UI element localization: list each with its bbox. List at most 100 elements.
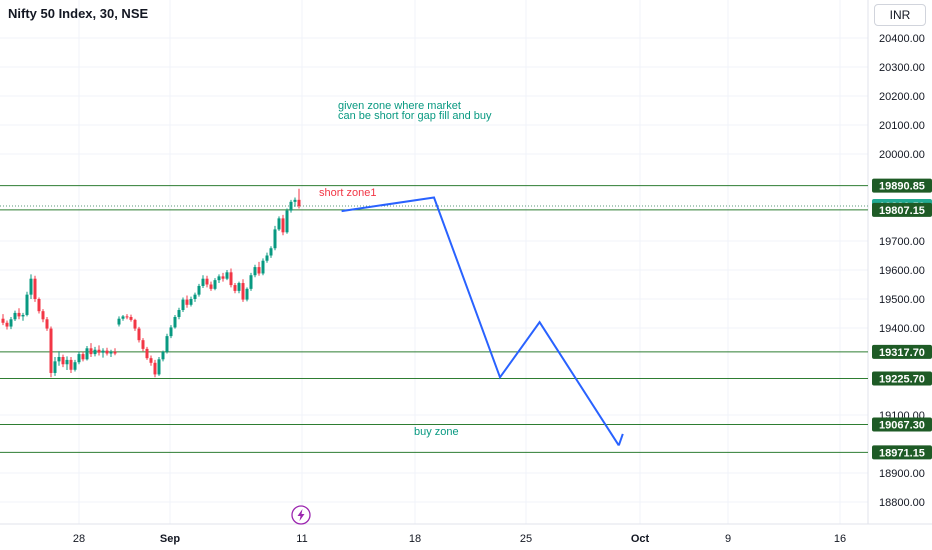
candle-body [213, 280, 217, 289]
chart-title: Nifty 50 Index, 30, NSE [8, 6, 149, 21]
y-tick-label: 20300.00 [879, 62, 925, 74]
candle-body [45, 319, 49, 329]
currency-button[interactable]: INR [874, 4, 926, 26]
candle-body [129, 316, 133, 320]
candle-body [225, 272, 229, 279]
x-tick-label: 28 [73, 533, 85, 545]
candle-body [157, 359, 161, 375]
annotation-buy-zone: buy zone [414, 426, 459, 438]
candle-body [133, 319, 137, 329]
candle-body [17, 312, 21, 317]
candle-body [37, 299, 41, 312]
candle-body [145, 348, 149, 359]
candle-body [293, 199, 297, 202]
candle-body [49, 328, 53, 373]
level-label: 19067.30 [879, 419, 925, 431]
y-tick-label: 19500.00 [879, 294, 925, 306]
candle-body [229, 272, 233, 286]
level-label-bg [872, 417, 932, 432]
candle-body [205, 278, 209, 285]
candle-body [245, 288, 249, 300]
level-label-bg [872, 202, 932, 217]
candle-body [285, 210, 289, 233]
grid [0, 0, 932, 525]
y-tick-label: 18800.00 [879, 497, 925, 509]
projection [341, 196, 624, 446]
annotation-text-1: given zone where market [338, 100, 461, 112]
candle-body [265, 255, 269, 261]
candle-body [105, 350, 109, 354]
candle-body [297, 199, 301, 207]
annotation-short-zone: short zone1 [319, 187, 376, 199]
candle-body [113, 351, 117, 354]
candle-body [189, 299, 193, 305]
candle-body [13, 312, 17, 320]
candle-body [201, 278, 205, 286]
candle-body [165, 336, 169, 352]
x-axis: 28 Sep 11 18 25 Oct 9 16 [73, 533, 846, 545]
candle-body [273, 229, 277, 249]
candle-body [117, 318, 121, 325]
candle-body [177, 310, 181, 317]
candle-body [169, 327, 173, 337]
y-tick-label: 20000.00 [879, 149, 925, 161]
level-label: 19225.70 [879, 374, 925, 386]
x-tick-label: 11 [296, 533, 307, 545]
candle-body [281, 218, 285, 233]
candle-body [221, 276, 225, 279]
candle-body [253, 267, 257, 276]
candle-body [93, 349, 97, 355]
level-label-bg [872, 178, 932, 193]
x-tick-label: 18 [409, 533, 421, 545]
candle-body [257, 267, 261, 274]
candle-body [33, 278, 37, 299]
candle-body [237, 283, 241, 291]
candle-body [41, 311, 45, 320]
level-label: 19807.15 [879, 205, 925, 217]
candle-body [249, 275, 253, 289]
candle-body [53, 361, 57, 373]
candle-body [65, 359, 69, 365]
candle-body [121, 316, 125, 319]
level-label-bg [872, 445, 932, 460]
y-tick-label: 19700.00 [879, 236, 925, 248]
projection-arrowhead [617, 433, 624, 446]
candle-body [153, 362, 157, 375]
candle-body [233, 285, 237, 291]
levels [0, 185, 868, 453]
candle-body [185, 299, 189, 305]
level-label: 19890.85 [879, 181, 925, 193]
y-tick-label: 20200.00 [879, 91, 925, 103]
candle-body [81, 354, 85, 360]
y-tick-label: 19600.00 [879, 265, 925, 277]
candle-body [89, 348, 93, 355]
candle-body [261, 260, 265, 274]
candle-body [21, 314, 25, 317]
candle-body [197, 285, 201, 295]
candle-body [209, 284, 213, 289]
candle-body [137, 328, 141, 341]
x-tick-label: Oct [631, 533, 650, 545]
x-tick-label: Sep [160, 533, 180, 545]
candles [1, 188, 301, 378]
lightning-icon[interactable] [291, 505, 311, 525]
candle-body [109, 351, 113, 354]
y-tick-label: 20100.00 [879, 120, 925, 132]
candle-body [173, 316, 177, 328]
level-label-bg [872, 344, 932, 359]
candle-body [161, 351, 165, 360]
candle-body [25, 294, 29, 315]
candle-body [141, 340, 145, 349]
candle-body [1, 318, 5, 323]
y-axis: 20400.00 20300.00 20200.00 20100.00 20000.00… [879, 33, 925, 509]
x-tick-label: 16 [834, 533, 846, 545]
candle-body [217, 276, 221, 281]
candle-body [77, 354, 81, 363]
projection-path [341, 196, 620, 446]
x-tick-label: 25 [520, 533, 532, 545]
level-labels: 19890.8519820.5019807.1519317.7019225.70… [872, 178, 932, 460]
candle-body [9, 319, 13, 327]
annotation-text-2: can be short for gap fill and buy [338, 110, 492, 122]
candle-body [85, 348, 89, 360]
